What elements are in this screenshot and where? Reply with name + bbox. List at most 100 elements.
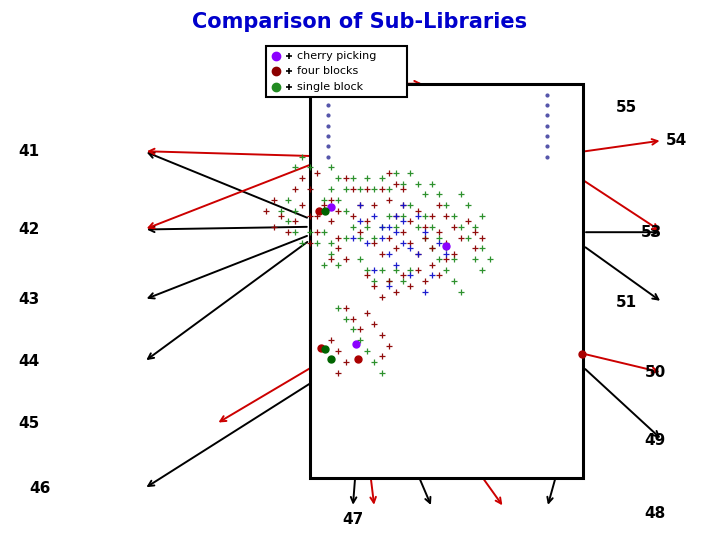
Point: [289, 217, 301, 226]
Point: [318, 201, 330, 210]
Point: [347, 233, 359, 242]
Point: [426, 271, 438, 280]
Point: [383, 249, 395, 258]
Point: [390, 244, 402, 253]
Point: [390, 222, 402, 231]
Point: [412, 249, 423, 258]
Point: [397, 179, 409, 188]
Point: [325, 195, 337, 204]
Point: [390, 287, 402, 296]
Point: [297, 152, 308, 161]
Point: [325, 163, 337, 172]
Text: 41: 41: [18, 144, 40, 159]
Point: [361, 347, 373, 355]
Point: [448, 212, 459, 220]
Point: [340, 206, 351, 215]
Text: 42: 42: [18, 222, 40, 237]
Point: [397, 201, 409, 210]
Point: [297, 239, 308, 247]
Point: [405, 239, 416, 247]
Text: 46: 46: [29, 481, 50, 496]
Point: [397, 217, 409, 226]
Point: [354, 336, 366, 345]
Point: [441, 239, 452, 247]
Point: [347, 325, 359, 334]
Point: [383, 276, 395, 285]
Point: [462, 201, 474, 210]
Point: [325, 336, 337, 345]
Point: [361, 185, 373, 193]
Point: [333, 368, 344, 377]
Point: [297, 174, 308, 183]
Point: [469, 222, 481, 231]
Point: [390, 212, 402, 220]
Point: [383, 212, 395, 220]
Text: 44: 44: [18, 354, 40, 369]
Point: [419, 190, 431, 199]
Point: [354, 228, 366, 237]
Point: [383, 282, 395, 291]
Point: [376, 293, 387, 301]
Point: [462, 217, 474, 226]
Text: 55: 55: [616, 100, 637, 116]
Point: [347, 212, 359, 220]
Point: [448, 276, 459, 285]
Point: [289, 206, 301, 215]
Point: [477, 233, 488, 242]
Point: [405, 282, 416, 291]
Point: [397, 185, 409, 193]
Point: [318, 260, 330, 269]
Point: [405, 266, 416, 274]
Text: Comparison of Sub-Libraries: Comparison of Sub-Libraries: [192, 11, 528, 32]
Point: [397, 212, 409, 220]
Point: [412, 206, 423, 215]
Point: [369, 201, 380, 210]
Point: [268, 195, 279, 204]
Point: [275, 212, 287, 220]
Point: [282, 195, 294, 204]
Point: [304, 239, 315, 247]
Point: [325, 255, 337, 264]
Point: [455, 190, 467, 199]
Point: [333, 195, 344, 204]
Point: [383, 233, 395, 242]
Point: [376, 222, 387, 231]
Point: [354, 255, 366, 264]
Point: [333, 244, 344, 253]
Point: [347, 314, 359, 323]
Point: [333, 260, 344, 269]
Text: single block: single block: [297, 82, 364, 92]
Point: [282, 217, 294, 226]
Text: 43: 43: [18, 292, 40, 307]
Text: 53: 53: [641, 225, 662, 240]
Point: [311, 228, 323, 237]
Point: [376, 222, 387, 231]
Point: [311, 212, 323, 220]
Point: [361, 217, 373, 226]
Point: [441, 255, 452, 264]
Point: [419, 287, 431, 296]
Point: [354, 185, 366, 193]
Point: [441, 266, 452, 274]
Point: [282, 228, 294, 237]
Point: [340, 314, 351, 323]
Point: [318, 195, 330, 204]
Point: [390, 228, 402, 237]
Point: [405, 201, 416, 210]
Point: [462, 233, 474, 242]
Point: [311, 168, 323, 177]
Point: [397, 271, 409, 280]
Point: [419, 212, 431, 220]
Point: [426, 260, 438, 269]
Point: [419, 233, 431, 242]
Point: [369, 357, 380, 366]
Point: [376, 185, 387, 193]
Point: [361, 271, 373, 280]
Point: [412, 249, 423, 258]
Text: 54: 54: [666, 133, 688, 148]
Point: [433, 271, 445, 280]
Point: [333, 303, 344, 312]
Point: [304, 163, 315, 172]
Point: [419, 233, 431, 242]
Point: [469, 244, 481, 253]
